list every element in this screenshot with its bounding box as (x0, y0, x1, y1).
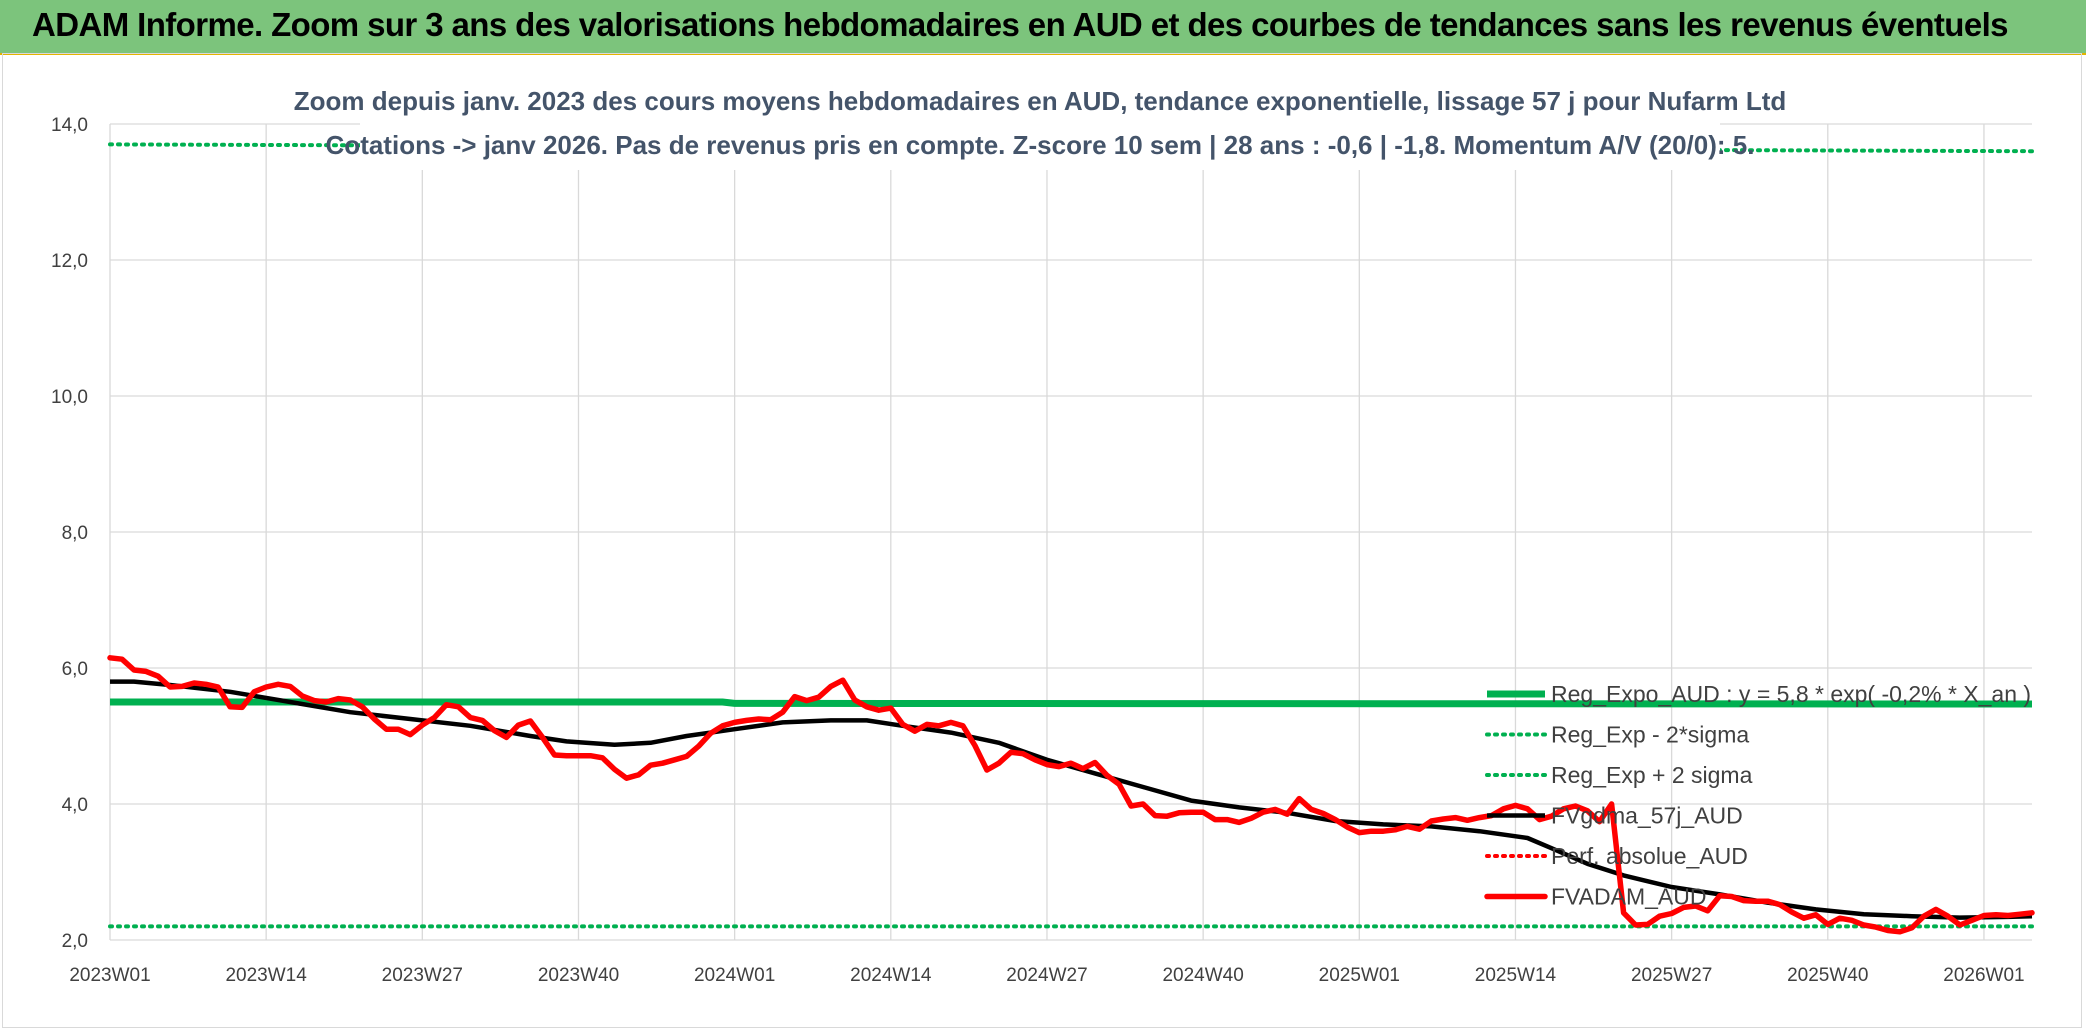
x-tick-label: 2025W27 (1631, 965, 1712, 986)
legend-entry: FVgdma_57j_AUD (1551, 803, 1743, 829)
y-tick-label: 10,0 (51, 387, 88, 408)
legend-entry: Reg_Exp - 2*sigma (1551, 722, 1749, 748)
series-lines (107, 142, 2035, 935)
chart-title-background (360, 82, 1720, 170)
y-tick-label: 2,0 (62, 931, 88, 952)
x-tick-label: 2024W40 (1162, 965, 1243, 986)
legend: Reg_Expo_AUD : y = 5,8 * exp( -0,2% * X_… (1484, 681, 2031, 910)
legend-entry: FVADAM_AUD (1551, 884, 1707, 910)
legend-entry: Reg_Exp + 2 sigma (1551, 762, 1753, 788)
chart-title-block: Zoom depuis janv. 2023 des cours moyens … (294, 82, 1787, 170)
plot-border (2, 53, 2082, 1028)
x-tick-label: 2023W40 (538, 965, 619, 986)
x-tick-label: 2024W27 (1006, 965, 1087, 986)
y-tick-label: 12,0 (51, 251, 88, 272)
chart-title-line-1: Zoom depuis janv. 2023 des cours moyens … (294, 86, 1787, 116)
x-tick-label: 2024W01 (694, 965, 775, 986)
x-tick-label: 2025W14 (1475, 965, 1557, 986)
legend-entry: Reg_Expo_AUD : y = 5,8 * exp( -0,2% * X_… (1551, 681, 2031, 707)
x-tick-label: 2023W27 (382, 965, 463, 986)
header-band: ADAM Informe. Zoom sur 3 ans des valoris… (0, 0, 2086, 55)
series-line-fvgdma-57j-aud (110, 679, 2033, 920)
page-title: ADAM Informe. Zoom sur 3 ans des valoris… (32, 6, 2009, 43)
y-tick-label: 6,0 (62, 659, 88, 680)
y-tick-label: 4,0 (62, 795, 88, 816)
axis-labels: 2,0 4,0 6,0 8,0 10,0 12,0 14,0 2023W01 2023W14 20… (51, 115, 2025, 986)
y-tick-label: 8,0 (62, 523, 88, 544)
legend-entry: Perf. absolue_AUD (1551, 843, 1748, 869)
chart-title-line-2: Cotations -> janv 2026. Pas de revenus p… (326, 130, 1755, 160)
series-line-fvadam-aud (107, 655, 2035, 935)
x-tick-label: 2023W14 (225, 965, 307, 986)
x-tick-label: 2023W01 (69, 965, 150, 986)
y-tick-label: 14,0 (51, 115, 88, 136)
x-tick-label: 2026W01 (1943, 965, 2024, 986)
grid-lines (109, 123, 2032, 941)
x-tick-label: 2024W14 (850, 965, 932, 986)
x-tick-label: 2025W01 (1319, 965, 1400, 986)
x-tick-label: 2025W40 (1787, 965, 1868, 986)
series-line-reg-expo-aud-y-5-8-exp-0-2-x-an (110, 698, 2033, 708)
